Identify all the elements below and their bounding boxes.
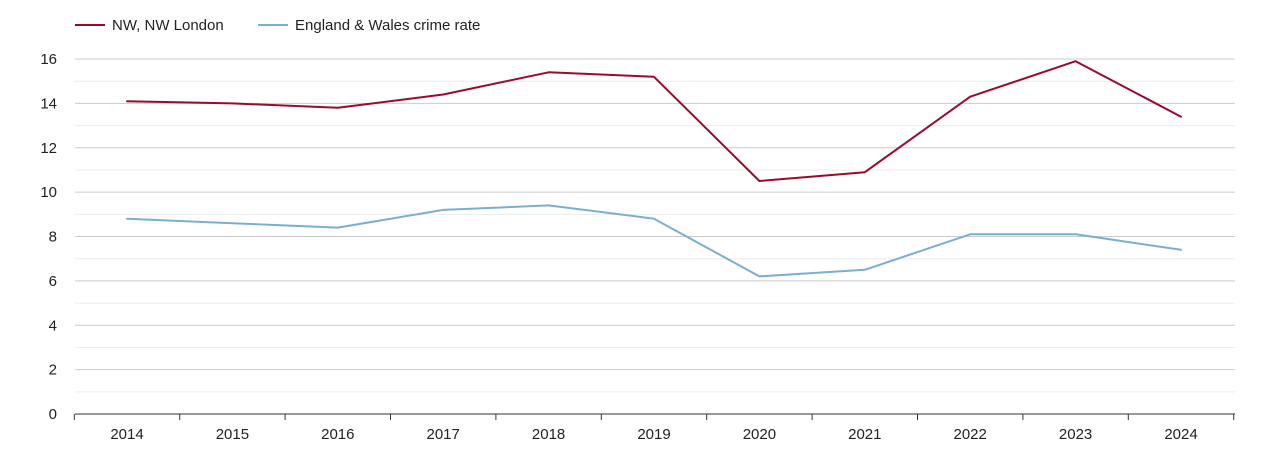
x-tick-label: 2014 — [110, 426, 143, 443]
x-axis: 2014 2015 2016 2017 2018 2019 2020 2021 2022 2023… — [73, 413, 1235, 443]
x-tick-label: 2017 — [427, 426, 460, 443]
legend-label: England & Wales crime rate — [295, 17, 480, 34]
y-tick-label: 12 — [40, 140, 57, 157]
y-tick-label: 0 — [49, 406, 57, 423]
grid-lines — [75, 58, 1235, 393]
x-tick-label: 2024 — [1164, 426, 1197, 443]
x-tick-label: 2016 — [321, 426, 354, 443]
y-tick-label: 8 — [49, 229, 57, 246]
x-tick-label: 2022 — [954, 426, 987, 443]
x-tick-label: 2015 — [216, 426, 249, 443]
x-tick-label: 2020 — [743, 426, 776, 443]
x-tick-label: 2018 — [532, 426, 565, 443]
series-group — [126, 60, 1182, 278]
legend-label: NW, NW London — [112, 17, 224, 34]
y-axis: 0 2 4 6 8 10 12 14 16 — [40, 51, 57, 423]
series-line-nw-london — [126, 60, 1182, 182]
series-line-england-wales — [126, 204, 1182, 278]
legend-item-england-wales[interactable]: England & Wales crime rate — [258, 17, 480, 34]
legend-item-nw-london[interactable]: NW, NW London — [75, 17, 224, 34]
y-tick-label: 16 — [40, 51, 57, 68]
x-tick-label: 2019 — [637, 426, 670, 443]
y-tick-label: 10 — [40, 184, 57, 201]
y-tick-label: 4 — [49, 317, 57, 334]
x-tick-label: 2023 — [1059, 426, 1092, 443]
x-tick-label: 2021 — [848, 426, 881, 443]
y-tick-label: 2 — [49, 362, 57, 379]
y-tick-label: 14 — [40, 95, 57, 112]
y-tick-label: 6 — [49, 273, 57, 290]
legend: NW, NW London England & Wales crime rate — [75, 17, 480, 34]
